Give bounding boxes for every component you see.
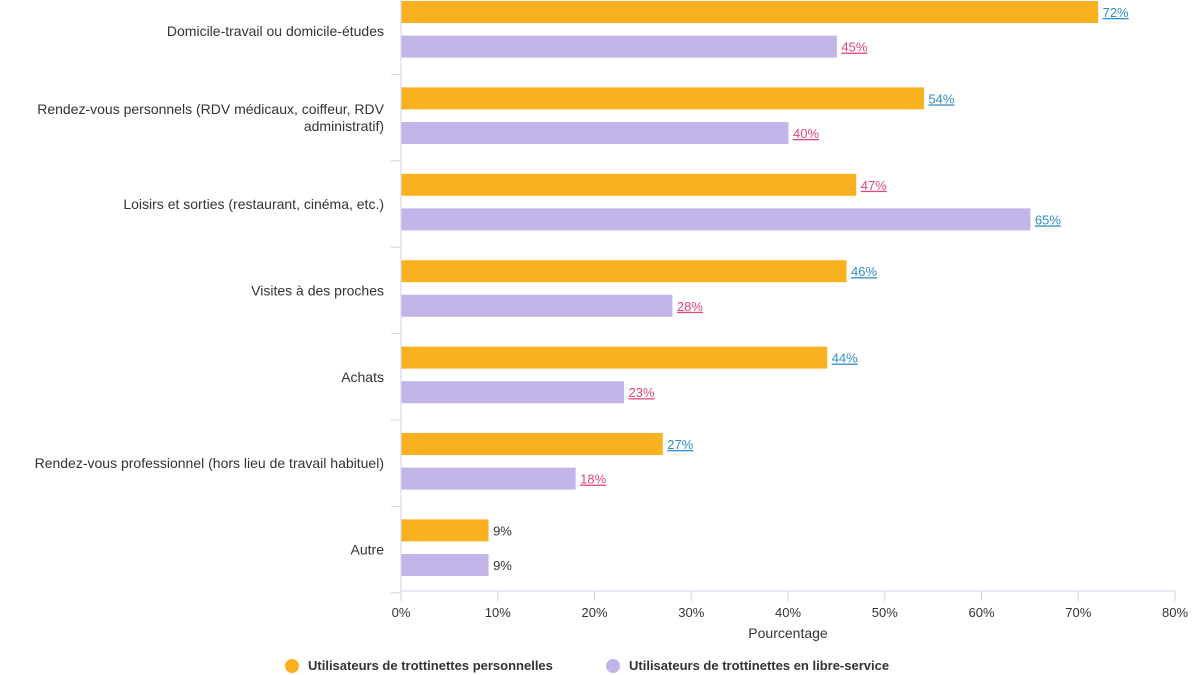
x-axis-title: Pourcentage <box>748 625 828 641</box>
bar-personal[interactable] <box>401 433 663 455</box>
category-labels: Domicile-travail ou domicile-études Rende… <box>35 23 385 557</box>
bar-personal[interactable] <box>401 1 1099 23</box>
x-tick-labels: 0% 10% 20% 30% 40% 50% 60% 70% 80% <box>392 605 1189 620</box>
x-tick-label: 60% <box>968 605 994 620</box>
data-label: 28% <box>677 299 703 314</box>
x-tick-label: 40% <box>775 605 801 620</box>
x-tick-label: 0% <box>392 605 411 620</box>
data-label: 65% <box>1035 212 1061 227</box>
category-label: Domicile-travail ou domicile-études <box>167 23 384 39</box>
bar-personal[interactable] <box>401 260 847 283</box>
legend-label: Utilisateurs de trottinettes personnelle… <box>308 658 553 673</box>
data-label: 18% <box>580 472 606 487</box>
bar-shared[interactable] <box>401 208 1031 231</box>
bar-shared[interactable] <box>401 35 837 58</box>
category-label: Loisirs et sorties (restaurant, cinéma, … <box>123 196 384 212</box>
data-label: 9% <box>493 523 512 538</box>
bar-shared[interactable] <box>401 122 789 144</box>
axes <box>391 0 1176 601</box>
data-label: 44% <box>832 351 858 366</box>
x-tick-label: 80% <box>1162 605 1188 620</box>
legend-label: Utilisateurs de trottinettes en libre-se… <box>629 658 889 673</box>
data-label: 23% <box>629 385 655 400</box>
bars <box>401 1 1099 576</box>
bar-personal[interactable] <box>401 173 857 196</box>
value-labels: 72% 45% 54% 40% 47% 65% 46% 28% 44% 23% 27% 18% 9% 9% <box>493 5 1129 573</box>
category-label: Autre <box>351 542 385 558</box>
data-label: 9% <box>493 558 512 573</box>
legend-symbol <box>285 659 299 673</box>
data-label: 47% <box>861 178 887 193</box>
legend-item-personal[interactable]: Utilisateurs de trottinettes personnelle… <box>285 658 553 673</box>
legend-item-shared[interactable]: Utilisateurs de trottinettes en libre-se… <box>606 658 889 673</box>
bar-shared[interactable] <box>401 467 576 490</box>
data-label: 54% <box>928 91 954 106</box>
data-label: 27% <box>667 437 693 452</box>
category-label: Visites à des proches <box>251 282 384 298</box>
bar-personal[interactable] <box>401 87 924 110</box>
legend-symbol <box>606 659 620 673</box>
data-label: 72% <box>1103 5 1129 20</box>
x-tick-label: 10% <box>485 605 511 620</box>
data-label: 40% <box>793 126 819 141</box>
bar-shared[interactable] <box>401 294 673 317</box>
data-label: 45% <box>841 40 867 55</box>
bar-shared[interactable] <box>401 554 489 576</box>
bar-personal[interactable] <box>401 519 489 542</box>
x-tick-label: 30% <box>678 605 704 620</box>
x-tick-label: 50% <box>872 605 898 620</box>
category-label: Rendez-vous professionnel (hors lieu de … <box>35 455 384 471</box>
x-tick-label: 70% <box>1065 605 1091 620</box>
bar-shared[interactable] <box>401 381 625 404</box>
data-label: 46% <box>851 264 877 279</box>
category-label: administratif) <box>304 118 384 134</box>
category-label: Rendez-vous personnels (RDV médicaux, co… <box>37 101 384 117</box>
bar-personal[interactable] <box>401 346 828 369</box>
category-label: Achats <box>341 369 384 385</box>
legend[interactable]: Utilisateurs de trottinettes personnelle… <box>285 658 889 673</box>
x-tick-label: 20% <box>581 605 607 620</box>
